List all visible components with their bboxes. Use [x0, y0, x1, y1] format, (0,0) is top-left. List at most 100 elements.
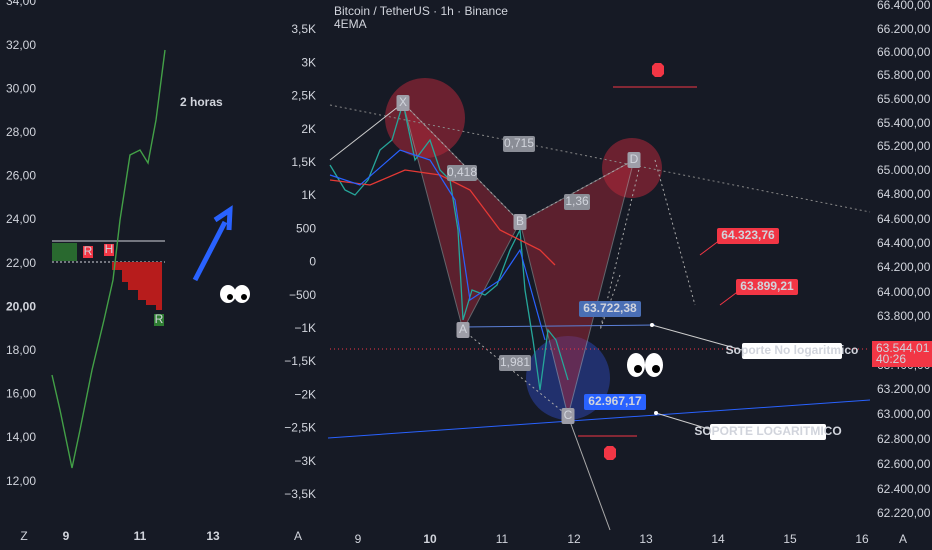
y-tick-label: −3,5K [284, 487, 316, 501]
marker: R [84, 244, 93, 258]
price-label-box [579, 301, 641, 317]
marker: H [105, 242, 114, 256]
note: Soporte No logaritmico [726, 343, 859, 357]
marker-box [83, 246, 93, 258]
pattern-point: B [516, 214, 524, 228]
pattern-point-box [561, 408, 575, 424]
ema-line [329, 149, 546, 341]
x-tick-label: 13 [639, 532, 653, 546]
marker-box [154, 314, 164, 326]
indicator: 4EMA [334, 17, 367, 31]
price-tick: 66.000,00 [877, 45, 931, 59]
price-line [329, 102, 569, 391]
eyes-icon [627, 353, 663, 377]
marker-box [104, 244, 114, 256]
pattern-point: D [630, 152, 639, 166]
y-tick-label: 1K [301, 188, 316, 202]
price-tick: 62.600,00 [877, 457, 931, 471]
y-tick-label: 3K [301, 55, 316, 69]
trend-line [329, 104, 871, 213]
ratio-box [499, 355, 531, 371]
y-tick-label: −500 [289, 288, 316, 302]
ratio-box [503, 136, 535, 152]
y-tick-label: 500 [296, 221, 316, 235]
price-tick: 65.000,00 [877, 163, 931, 177]
price-tick: 62.400,00 [877, 482, 931, 496]
pattern-point: X [399, 95, 407, 109]
pattern-point: C [564, 408, 573, 422]
pattern-point-box [513, 214, 527, 230]
x-tick-label: 14 [711, 532, 725, 546]
price-tick: 64.800,00 [877, 187, 931, 201]
x-tick-label: 11 [496, 532, 509, 546]
y-tick-label: 32,00 [6, 38, 36, 52]
y-tick-label: 20,00 [6, 299, 36, 313]
x-tick-label: 12 [567, 532, 581, 546]
anchor [650, 323, 654, 327]
price-tick: 64.400,00 [877, 236, 931, 250]
stop-icon [652, 63, 664, 77]
y-tick-label: 18,00 [6, 343, 36, 357]
current-price: 63.544,01 [876, 341, 930, 355]
pattern-point-box [396, 95, 410, 111]
y-tick-label: −2,5K [284, 421, 316, 435]
y-tick-label: −1K [294, 321, 316, 335]
price-label: 62.967,17 [588, 394, 642, 408]
price-tick: 65.200,00 [877, 139, 931, 153]
price-tick: 63.800,00 [877, 309, 931, 323]
pattern-triangle [519, 159, 635, 417]
ema-line [329, 169, 556, 266]
corner-mark: A [899, 532, 907, 546]
x-tick-label: 10 [423, 532, 437, 546]
y-tick-label: 2K [301, 122, 316, 136]
anchor [654, 411, 658, 415]
x-tick-label: 16 [855, 532, 869, 546]
y-tick-label: 34,00 [6, 0, 36, 8]
stop-icon [604, 446, 616, 460]
y-tick-label: −2K [294, 387, 316, 401]
y-tick-label: 24,00 [6, 212, 36, 226]
price-tick: 64.000,00 [877, 285, 931, 299]
price-line [51, 49, 166, 469]
y-tick-label: 1,5K [291, 155, 316, 169]
y-tick-label: 22,00 [6, 256, 36, 270]
x-tick-label: 9 [355, 532, 362, 546]
bars [112, 262, 162, 310]
y-tick-label: 0 [309, 255, 316, 269]
support-line [462, 324, 656, 328]
x-tick-label: 9 [63, 529, 70, 543]
pattern-triangle [402, 101, 521, 332]
price-label-box [584, 394, 646, 410]
price-tick: 65.600,00 [877, 92, 931, 106]
y-tick-label: 30,00 [6, 81, 36, 95]
x-tick-label: 13 [206, 529, 220, 543]
price-tick: 62.220,00 [877, 506, 931, 520]
price-tick: 65.400,00 [877, 116, 931, 130]
pattern-guide [402, 102, 635, 417]
price-tick: 66.200,00 [877, 22, 931, 36]
annotation: 2 horas [180, 95, 223, 109]
ratio-box [564, 194, 590, 210]
corner-mark: A [294, 529, 302, 543]
support-line [327, 399, 871, 439]
pattern-point-box [456, 322, 470, 338]
pointer [655, 412, 713, 431]
y-tick-label: −3K [294, 454, 316, 468]
x-tick-label: 15 [783, 532, 797, 546]
price-tick: 63.200,00 [877, 382, 931, 396]
corner-mark: Z [20, 529, 27, 543]
price-tick: 65.800,00 [877, 68, 931, 82]
price-label: 64.323,76 [721, 228, 775, 242]
pointer [651, 324, 743, 351]
y-tick-label: 14,00 [6, 430, 36, 444]
note-box [710, 424, 826, 440]
y-tick-label: 28,00 [6, 125, 36, 139]
trend-line [567, 415, 611, 531]
ratio-box [447, 165, 477, 181]
price-label: 63.722,38 [583, 301, 637, 315]
y-tick-label: 26,00 [6, 169, 36, 183]
note: SOPORTE LOGARITMICO [694, 424, 841, 438]
y-tick-label: 16,00 [6, 387, 36, 401]
current-price-box [872, 341, 932, 367]
